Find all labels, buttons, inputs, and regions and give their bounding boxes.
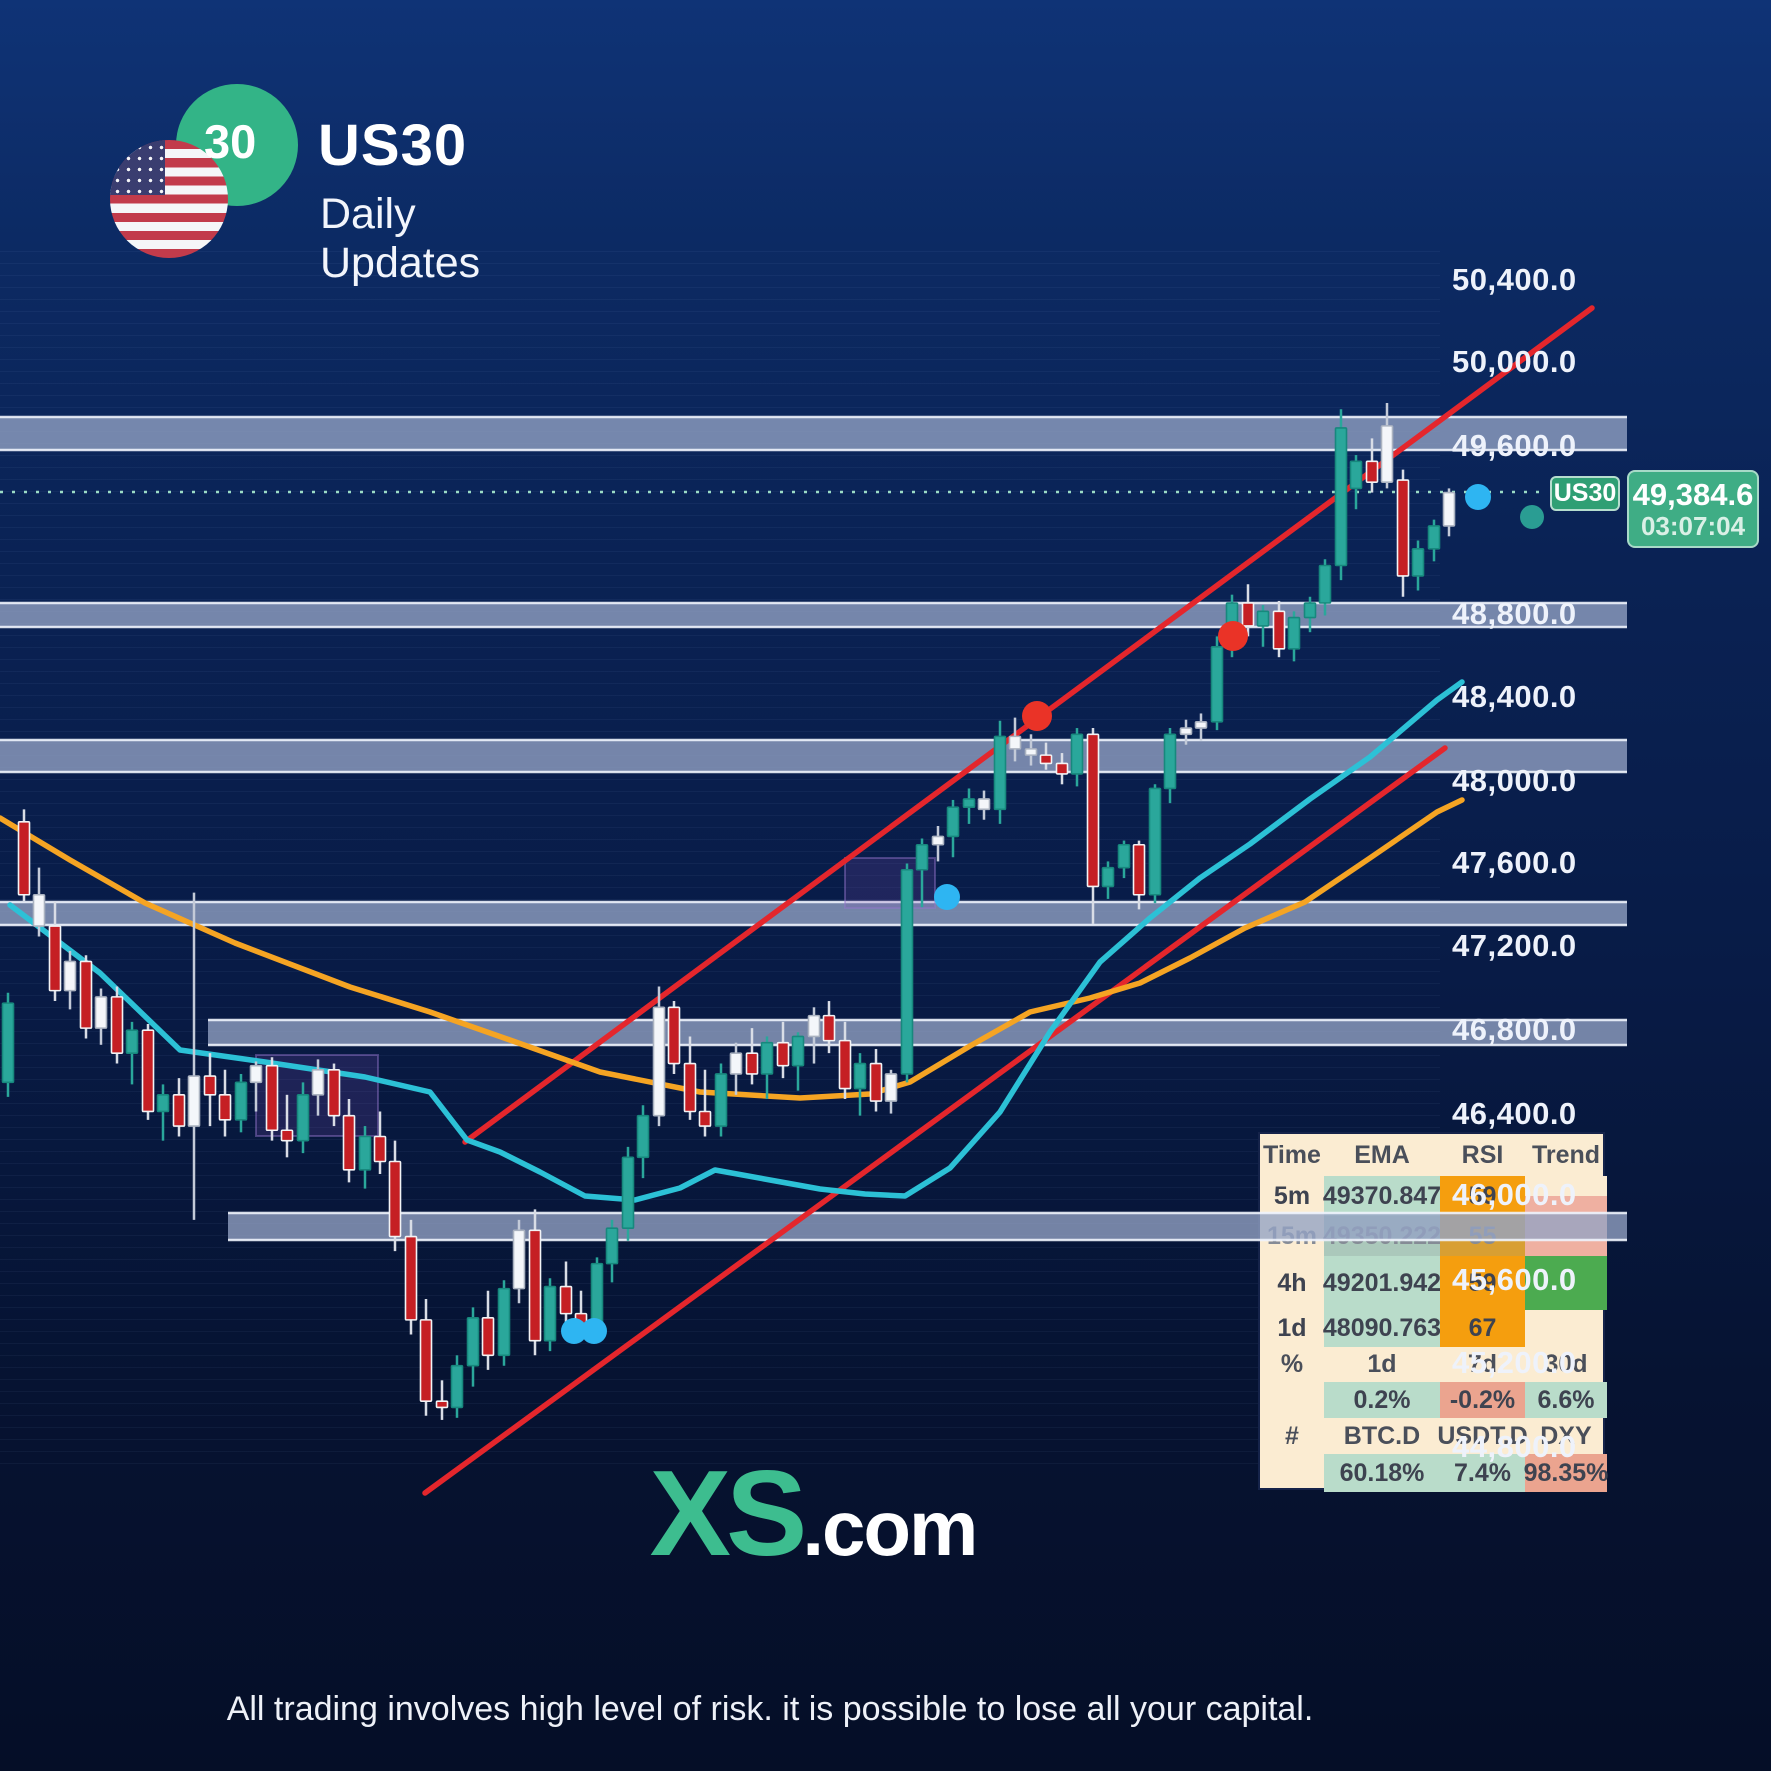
us-flag-icon [110, 140, 228, 258]
pct-header-30d: 30d [1544, 1350, 1588, 1378]
logo-com-text: .com [802, 1484, 978, 1572]
xs-com-logo: XS .com [0, 1452, 1626, 1574]
pct-value-1d: 0.2% [1324, 1382, 1440, 1418]
price-axis-label: 49,600.0 [1452, 428, 1577, 463]
symbol-badge: US30 [1550, 476, 1620, 511]
dom-header-dxy: DXY [1540, 1421, 1592, 1450]
pct-value-30d: 6.6% [1525, 1382, 1607, 1418]
price-axis-label: 48,400.0 [1452, 679, 1577, 714]
table-row-1d-rsi: 67 [1440, 1310, 1525, 1347]
quote-time: 03:07:04 [1640, 510, 1746, 541]
price-axis-label: 46,400.0 [1452, 1096, 1577, 1131]
price-axis-label: 46,800.0 [1452, 1012, 1577, 1047]
table-row-1d-trend [1525, 1310, 1607, 1347]
flag-canton [110, 140, 165, 195]
dom-row-label: # [1285, 1421, 1299, 1450]
price-axis-label: 48,800.0 [1452, 596, 1577, 631]
price-axis-label: 48,000.0 [1452, 763, 1577, 798]
pct-value-7d: -0.2% [1440, 1382, 1525, 1418]
table-row-4h-rsi: 59 [1440, 1256, 1525, 1310]
price-axis-label: 50,000.0 [1452, 344, 1577, 379]
buy-signal-dot [1465, 484, 1491, 510]
table-row-4h-ema: 49201.942 [1323, 1256, 1441, 1310]
table-row-1d-time: 1d [1277, 1314, 1307, 1342]
quote-box: 49,384.6 03:07:04 [1627, 470, 1759, 548]
chart-background-texture [0, 240, 1440, 1470]
price-axis-label: 47,600.0 [1452, 845, 1577, 880]
dom-value-dxy: 98.35% [1524, 1454, 1608, 1492]
table-row-5m-time: 5m [1273, 1181, 1311, 1210]
table-row-4h-trend [1525, 1256, 1607, 1310]
teal-signal-dot [1520, 505, 1544, 529]
pct-header-7d: 7d [1467, 1350, 1498, 1378]
table-row-4h-time: 4h [1277, 1268, 1307, 1297]
index-badge-number: 30 [204, 115, 257, 168]
price-axis-label: 47,200.0 [1452, 928, 1577, 963]
table-row-5m-trend [1525, 1176, 1607, 1216]
table-row-15m-trend [1525, 1216, 1607, 1256]
table-row-15m-ema: 49350.222 [1323, 1216, 1441, 1256]
price-axis-label: 45,200.0 [1452, 1345, 1577, 1380]
price-axis-label: 46,000.0 [1452, 1177, 1577, 1212]
table-header-rsi: RSI [1461, 1140, 1504, 1169]
price-axis-label: 45,600.0 [1452, 1262, 1577, 1297]
risk-disclaimer: All trading involves high level of risk.… [226, 1690, 1314, 1728]
table-header-time: Time [1263, 1140, 1321, 1169]
table-header-ema: EMA [1354, 1140, 1410, 1169]
logo-xs-text: XS [649, 1445, 808, 1581]
dom-header-btcd: BTC.D [1343, 1421, 1421, 1450]
price-axis-label: 50,400.0 [1452, 262, 1577, 297]
candle-body [1442, 491, 1456, 527]
table-row-15m-time: 15m [1266, 1221, 1318, 1250]
pct-row-label: % [1280, 1350, 1304, 1378]
price-axis-label: 44,800.0 [1452, 1429, 1577, 1464]
table-header-trend: Trend [1531, 1140, 1601, 1169]
dom-header-usdtd: USDT.D [1437, 1421, 1528, 1450]
last-price: 49,384.6 [1632, 476, 1754, 512]
page-title: US30 [318, 113, 468, 178]
pct-header-1d: 1d [1367, 1350, 1397, 1378]
dom-value-usdtd: 7.4% [1440, 1454, 1525, 1492]
table-row-1d-ema: 48090.763 [1323, 1310, 1441, 1347]
pct-values-spacer [1260, 1382, 1324, 1418]
page-subtitle: Daily Updates [320, 190, 481, 287]
table-row-5m-ema: 49370.847 [1323, 1176, 1441, 1216]
table-row-5m-rsi: 59 [1440, 1176, 1525, 1216]
table-row-15m-rsi: 55 [1440, 1216, 1525, 1256]
